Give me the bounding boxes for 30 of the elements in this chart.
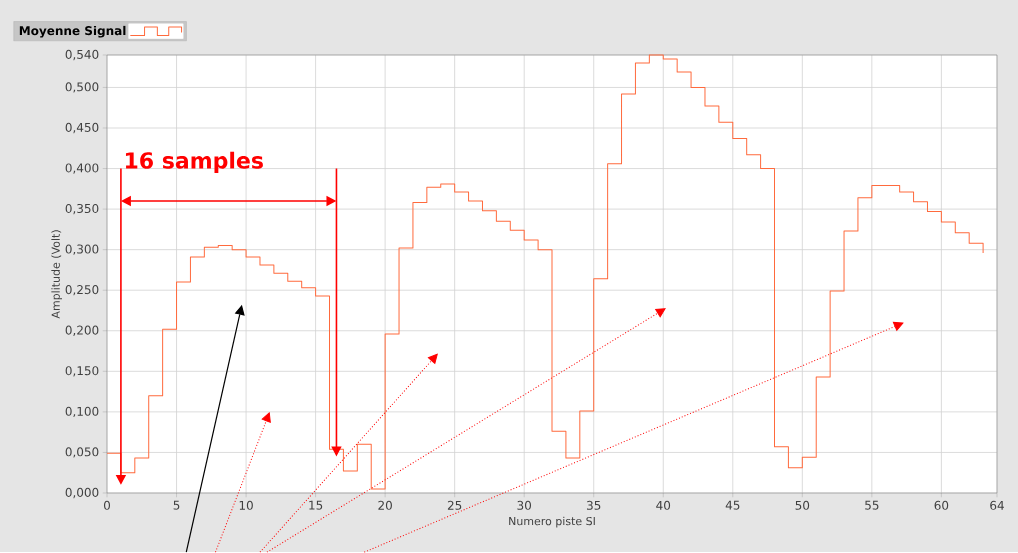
y-tick-label: 0,100 <box>65 406 99 418</box>
y-tick-label: 0,200 <box>65 325 99 337</box>
x-tick-label: 5 <box>173 500 180 510</box>
legend-label: Moyenne Signal <box>19 25 126 38</box>
x-tick-label: 25 <box>447 500 462 510</box>
x-tick-label: 45 <box>725 500 740 510</box>
x-tick-label: 35 <box>587 500 601 510</box>
x-axis-title: Numero piste SI <box>509 516 595 528</box>
x-tick-label: 0 <box>103 500 111 510</box>
y-tick-label: 0,300 <box>65 244 99 255</box>
y-tick-label: 0,350 <box>65 204 99 215</box>
annotation: 16 samples <box>125 151 263 174</box>
y-tick-label: 0,500 <box>65 82 99 93</box>
x-tick-label: 40 <box>656 500 671 510</box>
y-tick-label: 0,000 <box>65 487 99 499</box>
x-tick-label: 55 <box>865 500 879 510</box>
x-tick-label: 50 <box>795 500 810 510</box>
y-tick-label: 0,450 <box>65 122 99 134</box>
y-tick-label: 0,150 <box>65 366 99 377</box>
x-tick-label: 10 <box>239 500 253 510</box>
x-tick-label: 64 <box>990 500 1004 510</box>
y-tick-label: 0,540 <box>65 49 99 61</box>
x-tick-label: 15 <box>309 500 323 510</box>
y-tick-label: 0,050 <box>65 447 99 458</box>
y-axis-title: Amplitude (Volt) <box>51 230 62 319</box>
x-tick-label: 30 <box>517 500 532 510</box>
x-tick-label: 60 <box>934 500 949 510</box>
y-tick-label: 0,400 <box>65 163 99 174</box>
x-tick-label: 20 <box>378 500 392 510</box>
y-tick-label: 0,250 <box>65 285 99 296</box>
